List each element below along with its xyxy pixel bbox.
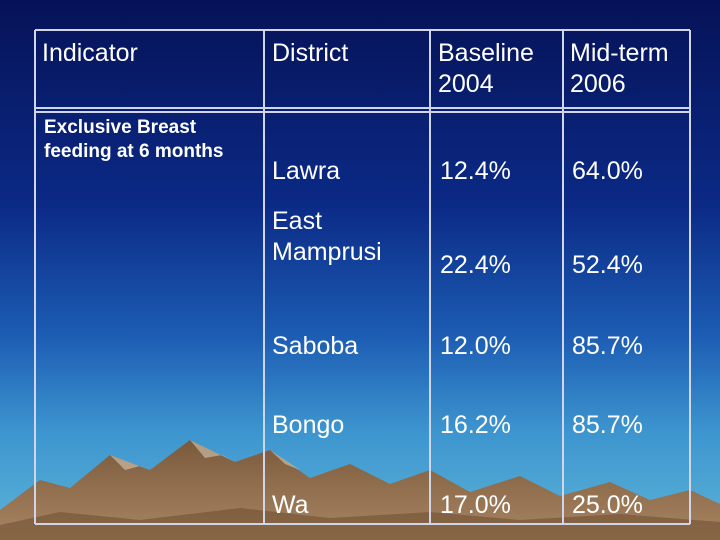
header-midterm-year: 2006 (570, 70, 626, 99)
header-midterm-label: Mid-term (570, 39, 669, 67)
header-baseline: Baseline 2004 (438, 38, 534, 101)
header-baseline-year: 2004 (438, 70, 494, 99)
indicator-label: Exclusive Breast feeding at 6 months (44, 117, 224, 163)
row-5-baseline: 17.0% (440, 491, 511, 519)
row-1-district: Lawra (272, 157, 341, 185)
row-4-midterm: 85.7% (572, 411, 643, 439)
header-indicator: Indicator (42, 39, 138, 67)
header-midterm: Mid-term 2006 (570, 38, 669, 101)
row-3-district: Saboba (272, 332, 359, 360)
row-1-baseline: 12.4% (440, 157, 511, 185)
header-district: District (272, 39, 349, 67)
row-2-district: East Mamprusi (272, 207, 382, 267)
row-4-baseline: 16.2% (440, 411, 511, 439)
row-3-midterm: 85.7% (572, 332, 643, 360)
row-3-baseline: 12.0% (440, 332, 511, 360)
row-5-midterm: 25.0% (572, 491, 643, 519)
header-baseline-label: Baseline (438, 39, 534, 67)
row-1-midterm: 64.0% (572, 157, 643, 185)
row-4-district: Bongo (272, 411, 345, 439)
row-5-district: Wa (272, 491, 309, 519)
row-2-baseline: 22.4% (440, 251, 511, 279)
row-2-midterm: 52.4% (572, 251, 643, 279)
